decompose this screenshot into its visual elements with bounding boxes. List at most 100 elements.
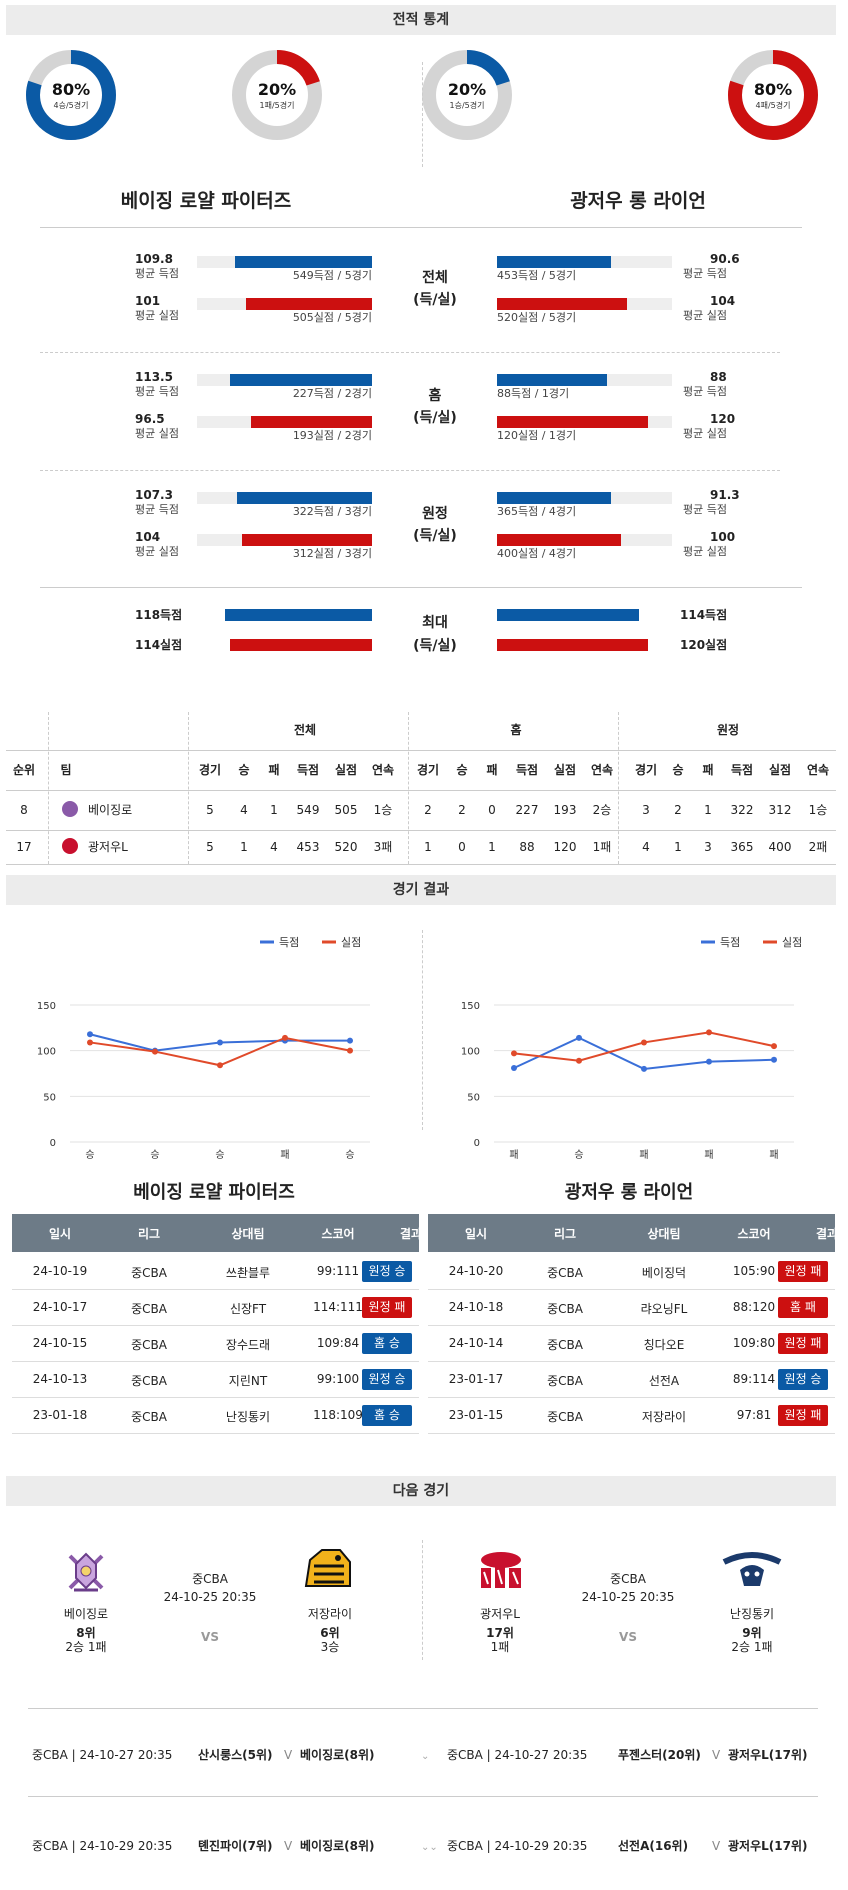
standings-group-header: 홈 <box>510 723 522 737</box>
standings-cell: 17 <box>16 840 32 854</box>
results-cell: 중CBA <box>131 1374 167 1388</box>
results-col-header: 상대팀 <box>231 1227 265 1241</box>
guangzhou-loong-lions-logo <box>481 1552 521 1588</box>
stat-label-away: 평균 득점 <box>683 267 727 280</box>
stat-label-away: 평균 실점 <box>683 545 727 558</box>
x-tick-label: 승 <box>150 1149 159 1160</box>
donut-home-loss: 20%1패/5경기 <box>232 50 322 140</box>
chevron-down-icon: ⌄⌄ <box>421 1842 438 1853</box>
bar-home-conceded <box>242 534 372 546</box>
legend-label: 실점 <box>341 936 361 949</box>
x-tick-label: 패 <box>639 1149 648 1160</box>
divider <box>6 864 836 865</box>
standings-cell: 1승 <box>808 803 828 817</box>
bar-away-scored <box>497 256 611 268</box>
team-name-home: 베이징 로얄 파이터즈 <box>120 190 292 212</box>
next-datetime: 24-10-25 20:35 <box>163 1590 257 1604</box>
y-tick-label: 50 <box>467 1092 480 1103</box>
next-datetime: 24-10-25 20:35 <box>581 1590 675 1604</box>
donut-sub: 1승/5경기 <box>450 100 485 110</box>
results-cell: 99:111 <box>316 1264 360 1278</box>
results-cell: 중CBA <box>547 1338 583 1352</box>
data-point <box>217 1039 223 1046</box>
section-title-next: 다음 경기 <box>6 1476 836 1506</box>
fixture-info: 중CBA | 24-10-29 20:35 <box>32 1839 173 1853</box>
max-bar-away <box>497 609 639 621</box>
standings-col-header: 득점 <box>296 763 320 777</box>
fixture-team-a: 선전A(16위) <box>618 1839 689 1853</box>
stat-desc-home: 193실점 / 2경기 <box>292 429 372 442</box>
results-col-header: 리그 <box>137 1227 161 1241</box>
results-cell: 중CBA <box>547 1410 583 1424</box>
fixture-team-b: 베이징로(8위) <box>300 1839 375 1853</box>
bar-away-scored <box>497 492 611 504</box>
bar-away-conceded <box>497 298 627 310</box>
standings-cell: 5 <box>206 803 214 817</box>
stat-desc-away: 120실점 / 1경기 <box>497 429 577 442</box>
result-badge: 원정 패 <box>778 1405 828 1426</box>
standings-col-header: 연속 <box>806 763 830 777</box>
stat-category: 원정 <box>422 506 448 522</box>
results-col-header: 일시 <box>48 1227 72 1241</box>
stat-value-home: 101 <box>135 294 161 308</box>
standings-cell: 365 <box>730 840 754 854</box>
fixture-sep: V <box>284 1839 293 1853</box>
bar-home-conceded <box>246 298 372 310</box>
stat-desc-away: 365득점 / 4경기 <box>497 505 577 518</box>
fixture-team-a: 톈진파이(7위) <box>198 1839 273 1853</box>
next-away-rank: 6위 <box>320 1626 340 1640</box>
stat-value-away: 120 <box>710 412 736 426</box>
stat-value-away: 88 <box>710 370 727 384</box>
donut-arc <box>232 50 322 140</box>
results-cell: 105:90 <box>732 1264 776 1278</box>
y-tick-label: 50 <box>43 1092 56 1103</box>
max-value-away: 120실점 <box>680 638 728 652</box>
standings-col-header: 승 <box>672 763 684 777</box>
x-tick-label: 승 <box>345 1149 354 1160</box>
next-home-record: 2승 1패 <box>65 1640 107 1654</box>
x-tick-label: 패 <box>280 1149 289 1160</box>
standings-col-header: 경기 <box>198 763 222 777</box>
results-cell: 24-10-14 <box>448 1336 504 1350</box>
data-point <box>641 1039 647 1046</box>
results-cell: 신장FT <box>229 1302 267 1316</box>
results-cell: 중CBA <box>547 1266 583 1280</box>
donut-arc <box>422 50 512 140</box>
standings-col-header: 득점 <box>730 763 754 777</box>
standings-cell: 1 <box>240 840 248 854</box>
fixture-info: 중CBA | 24-10-29 20:35 <box>447 1839 588 1853</box>
standings-team: 베이징로 <box>88 803 133 817</box>
next-away-name: 난징통키 <box>729 1607 775 1621</box>
stat-label-away: 평균 실점 <box>683 309 727 322</box>
results-cell: 저장라이 <box>641 1410 687 1424</box>
standings-col-header: 실점 <box>334 763 358 777</box>
fixture-info: 중CBA | 24-10-27 20:35 <box>32 1748 173 1762</box>
results-header-row <box>12 1214 419 1252</box>
donut-percent: 20% <box>448 80 486 99</box>
standings-cell: 505 <box>334 803 358 817</box>
standings-col-header: 패 <box>268 763 280 777</box>
fixture-sep: V <box>284 1748 293 1762</box>
results-cell: 칭다오E <box>643 1338 685 1352</box>
data-point <box>771 1056 777 1063</box>
fixture-sep: V <box>712 1839 721 1853</box>
divider <box>28 1796 818 1797</box>
guangzhou-logo-icon <box>62 838 78 854</box>
data-point <box>706 1029 712 1036</box>
results-cell: 89:114 <box>732 1372 776 1386</box>
stat-category-sub: (득/실) <box>413 292 457 308</box>
stat-desc-away: 88득점 / 1경기 <box>497 387 570 400</box>
results-team-home: 베이징 로얄 파이터즈 <box>133 1182 295 1203</box>
stat-label-home: 평균 득점 <box>135 267 179 280</box>
stat-value-home: 107.3 <box>135 488 173 502</box>
standings-cell: 322 <box>730 803 754 817</box>
data-point <box>511 1065 517 1072</box>
stat-desc-away: 453득점 / 5경기 <box>497 269 577 282</box>
results-cell: 중CBA <box>131 1302 167 1316</box>
fixture-team-b: 광저우L(17위) <box>728 1839 808 1853</box>
vs-label: VS <box>619 1630 637 1644</box>
standings-cell: 549 <box>296 803 320 817</box>
section-title-record: 전적 통계 <box>6 5 836 35</box>
standings-cell: 1승 <box>373 803 393 817</box>
fixture-team-b: 베이징로(8위) <box>300 1748 375 1762</box>
